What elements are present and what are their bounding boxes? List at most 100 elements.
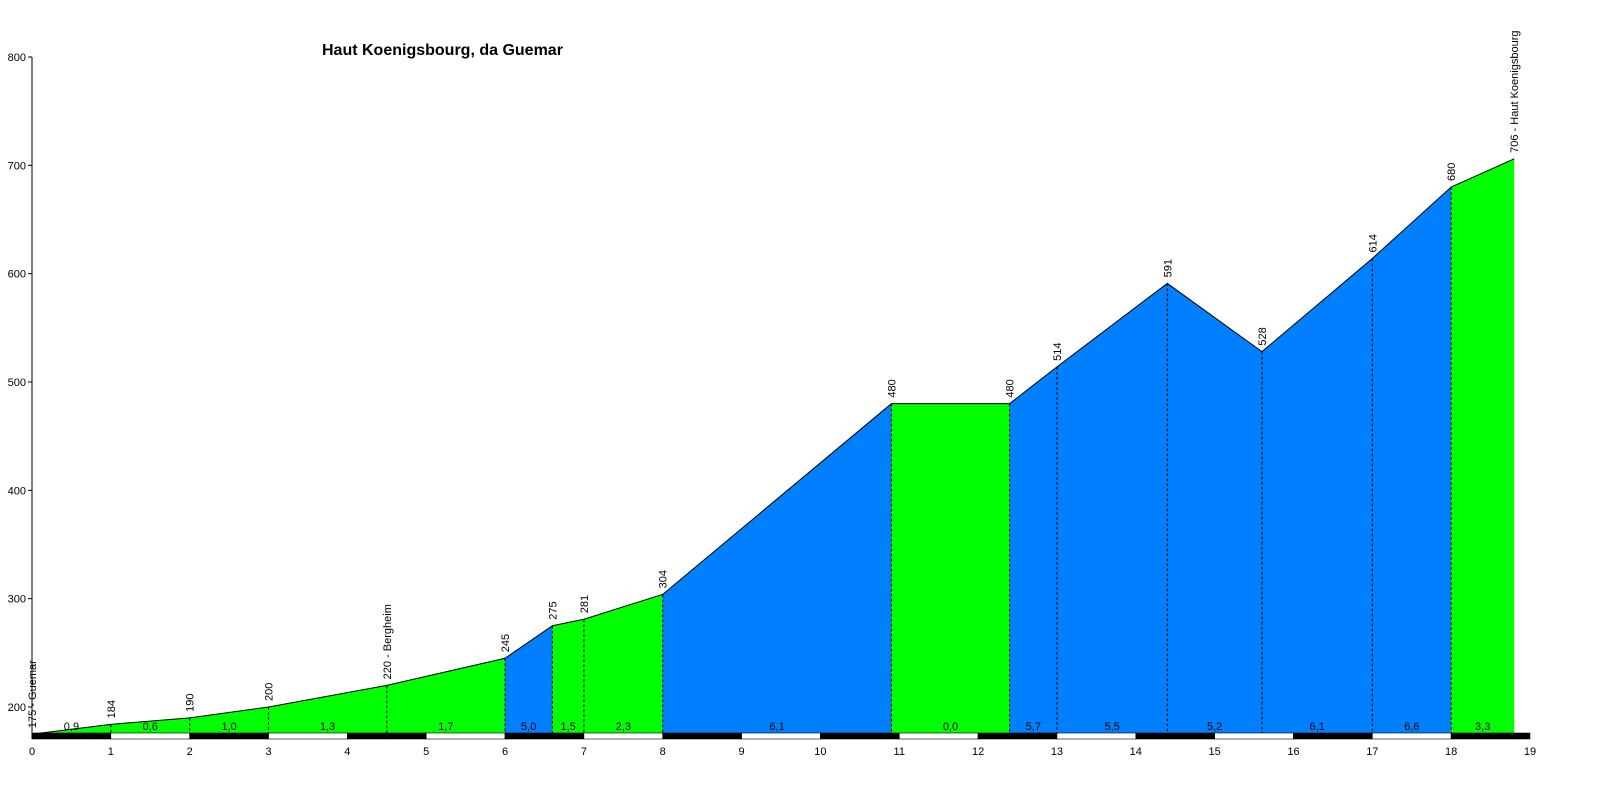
profile-areas: [32, 158, 1515, 735]
x-tick-label: 13: [1051, 746, 1063, 758]
elevation-label: 275: [547, 601, 559, 619]
x-tick-label: 0: [29, 746, 35, 758]
segment-dividers: [110, 187, 1452, 733]
y-axis-ticks: 200 300 400 500 600 700 800: [8, 52, 32, 714]
distance-bar-block: [1450, 732, 1531, 740]
x-tick-label: 1: [108, 746, 114, 758]
profile-segment: [110, 717, 190, 733]
profile-segment: [505, 625, 553, 733]
distance-bar-block: [1135, 732, 1215, 740]
profile-outline: [31, 158, 1515, 735]
gradient-label: 5,5: [1104, 721, 1119, 733]
x-tick-label: 17: [1366, 746, 1378, 758]
distance-bar-block: [977, 732, 1058, 740]
x-tick-label: 6: [502, 746, 508, 758]
elevation-label: 706 - Haut Koenigsbourg: [1509, 31, 1521, 153]
elevation-labels: 175 - Guemar 184 190 200 220 - Bergheim 245 27…: [27, 31, 1521, 729]
distance-bar-block: [741, 732, 821, 740]
x-tick-label: 9: [739, 746, 745, 758]
gradient-label: 0,9: [64, 721, 79, 733]
elevation-label: 480: [886, 379, 898, 397]
gradient-label: 2,3: [616, 721, 631, 733]
x-tick-label: 4: [344, 746, 350, 758]
distance-bar-block: [1372, 732, 1452, 740]
y-tick-label: 400: [8, 485, 26, 497]
elevation-label: 528: [1257, 327, 1269, 345]
profile-segment: [1372, 187, 1452, 733]
elevation-label: 245: [500, 634, 512, 652]
profile-segment: [1451, 158, 1515, 734]
profile-segment: [891, 403, 1010, 733]
profile-segment: [268, 685, 387, 733]
gradient-label: 0,0: [943, 721, 958, 733]
elevation-label: 680: [1446, 163, 1458, 181]
x-tick-label: 11: [894, 746, 905, 758]
elevation-label: 591: [1162, 259, 1174, 277]
x-axis-ticks: 0 1 2 3 4 5 6 7 8 9 10 11 12 13 14 15 16 17 18 19: [29, 746, 1536, 758]
x-tick-label: 15: [1209, 746, 1221, 758]
x-tick-label: 5: [423, 746, 429, 758]
gradient-label: 5,7: [1026, 721, 1041, 733]
elevation-label: 190: [185, 693, 197, 711]
x-tick-label: 14: [1130, 746, 1142, 758]
elevation-label: 200: [264, 683, 276, 701]
x-tick-label: 19: [1524, 746, 1536, 758]
gradient-label: 0,6: [143, 721, 158, 733]
elevation-label: 304: [658, 570, 670, 588]
distance-bar-block: [662, 732, 742, 740]
distance-bar-block: [1293, 732, 1373, 740]
gradient-label: 1,0: [221, 721, 236, 733]
y-tick-label: 500: [8, 377, 26, 389]
y-tick-label: 800: [8, 52, 26, 64]
distance-bar-block: [110, 732, 190, 740]
x-tick-label: 3: [265, 746, 271, 758]
elevation-label: 175 - Guemar: [27, 660, 39, 728]
profile-segment: [662, 403, 892, 733]
profile-segment: [1261, 258, 1373, 733]
elevation-label: 514: [1052, 342, 1064, 360]
x-tick-label: 7: [581, 746, 587, 758]
profile-segment: [552, 619, 584, 733]
elevation-label: 184: [106, 700, 118, 718]
distance-bar-block: [504, 732, 585, 740]
gradient-label: 1,5: [560, 721, 575, 733]
distance-bar-block: [189, 732, 269, 740]
x-tick-label: 16: [1287, 746, 1299, 758]
chart-title: Haut Koenigsbourg, da Guemar: [322, 42, 563, 59]
profile-segment: [583, 594, 663, 733]
y-tick-label: 200: [8, 702, 26, 714]
y-tick-label: 300: [8, 594, 26, 606]
elevation-label: 480: [1005, 379, 1017, 397]
profile-segment: [1009, 366, 1057, 733]
profile-segment: [1167, 283, 1262, 733]
gradient-labels: 0,9 0,6 1,0 1,3 1,7 5,0 1,5 2,3 6,1 0,0 5,7 5,5 5,2 6…: [64, 721, 1491, 733]
distance-bar-block: [583, 732, 664, 740]
profile-segment: [386, 658, 506, 733]
gradient-label: 1,3: [320, 721, 335, 733]
gradient-label: 6,1: [1309, 721, 1324, 733]
elevation-label: 220 - Bergheim: [382, 604, 394, 679]
distance-bar-block: [425, 732, 506, 740]
y-tick-label: 600: [8, 269, 26, 281]
elevation-label: 281: [579, 595, 591, 613]
gradient-label: 5,0: [521, 721, 536, 733]
distance-bar-block: [347, 732, 427, 740]
distance-bar-block: [1056, 732, 1137, 740]
x-tick-label: 8: [660, 746, 666, 758]
profile-segment: [1056, 283, 1168, 733]
distance-bar-block: [31, 732, 112, 740]
gradient-label: 3,3: [1475, 721, 1490, 733]
distance-bar-block: [1214, 732, 1294, 740]
gradient-label: 1,7: [438, 721, 453, 733]
distance-bar-block: [268, 732, 348, 740]
gradient-label: 5,2: [1207, 721, 1222, 733]
x-tick-label: 10: [814, 746, 826, 758]
gradient-label: 6,6: [1404, 721, 1419, 733]
distance-bar: [31, 732, 1531, 740]
x-tick-label: 18: [1445, 746, 1457, 758]
x-tick-label: 2: [187, 746, 193, 758]
gradient-label: 6,1: [769, 721, 784, 733]
x-tick-label: 12: [972, 746, 984, 758]
profile-segment: [189, 707, 269, 733]
